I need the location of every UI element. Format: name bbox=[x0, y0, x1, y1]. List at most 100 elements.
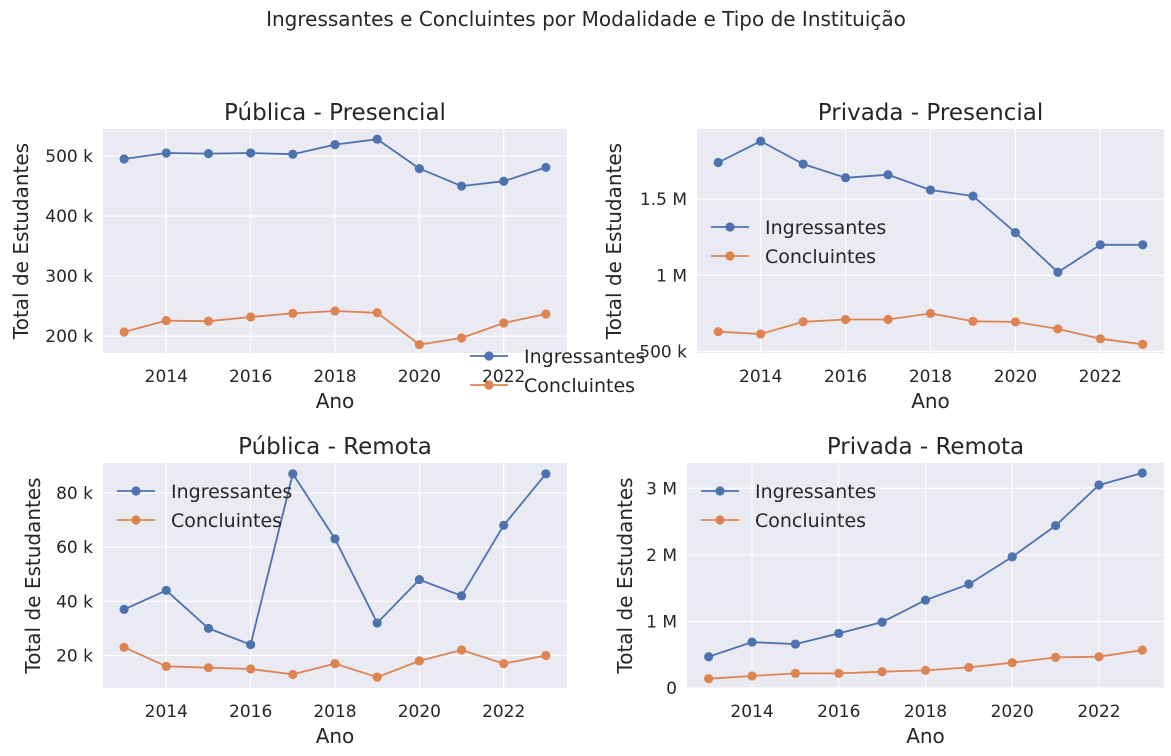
data-point-ingressantes bbox=[840, 173, 851, 183]
data-point-concluintes bbox=[288, 308, 298, 318]
y-axis-label: Total de Estudantes bbox=[602, 143, 626, 340]
data-point-ingressantes bbox=[288, 469, 298, 479]
series-ingressantes bbox=[704, 468, 1147, 662]
data-point-concluintes bbox=[1138, 339, 1148, 349]
data-point-ingressantes bbox=[747, 637, 757, 647]
y-tick-label: 1 M bbox=[646, 612, 677, 632]
data-point-concluintes bbox=[541, 650, 551, 661]
y-tick-label: 60 k bbox=[56, 538, 93, 558]
data-point-ingressantes bbox=[161, 585, 171, 596]
legend-marker bbox=[715, 486, 725, 496]
data-point-ingressantes bbox=[1095, 240, 1105, 250]
data-point-ingressantes bbox=[1010, 228, 1021, 238]
x-tick-label: 2018 bbox=[313, 702, 356, 722]
series-concluintes bbox=[119, 306, 551, 350]
data-point-ingressantes bbox=[756, 136, 766, 146]
data-point-concluintes bbox=[1095, 334, 1105, 344]
data-point-ingressantes bbox=[1007, 552, 1017, 562]
series-concluintes bbox=[119, 642, 551, 682]
legend-label: Concluintes bbox=[755, 510, 866, 532]
data-point-concluintes bbox=[790, 668, 801, 678]
y-tick-label: 80 k bbox=[56, 484, 93, 504]
y-tick-label: 400 k bbox=[45, 207, 93, 227]
data-point-ingressantes bbox=[834, 628, 844, 639]
x-tick-label: 2018 bbox=[904, 702, 947, 722]
data-point-concluintes bbox=[883, 314, 893, 325]
legend-item-ingressantes: Ingressantes bbox=[117, 481, 292, 503]
x-tick-label: 2020 bbox=[398, 702, 441, 722]
x-tick-label: 2022 bbox=[1079, 367, 1122, 387]
x-tick-label: 2020 bbox=[994, 367, 1037, 387]
data-point-ingressantes bbox=[119, 154, 129, 164]
data-point-concluintes bbox=[968, 316, 978, 326]
x-axis-label: Ano bbox=[316, 389, 355, 413]
data-point-ingressantes bbox=[704, 652, 714, 662]
data-point-concluintes bbox=[246, 664, 256, 674]
legend-item-concluintes: Concluintes bbox=[701, 510, 866, 532]
x-tick-label: 2014 bbox=[145, 702, 188, 722]
subplot-title: Pública - Presencial bbox=[224, 100, 446, 126]
subplot-title: Privada - Remota bbox=[827, 434, 1024, 460]
y-tick-label: 1.5 M bbox=[640, 190, 687, 210]
data-point-concluintes bbox=[877, 667, 887, 677]
data-point-ingressantes bbox=[798, 159, 808, 169]
data-point-concluintes bbox=[747, 671, 757, 681]
data-point-concluintes bbox=[330, 306, 340, 316]
legend-item-concluintes: Concluintes bbox=[470, 375, 635, 397]
subplot-title: Pública - Remota bbox=[238, 434, 432, 460]
legend-marker bbox=[725, 222, 735, 232]
subplot-publica-presencial: 2014 2016 2018 2020 2022 200 k 300 k 400 k 500 k… bbox=[9, 100, 645, 413]
data-point-concluintes bbox=[1010, 317, 1021, 327]
data-point-concluintes bbox=[161, 315, 171, 326]
data-point-ingressantes bbox=[246, 148, 256, 158]
y-tick-label: 3 M bbox=[646, 479, 677, 499]
data-point-concluintes bbox=[756, 329, 766, 339]
series-ingressantes bbox=[713, 136, 1148, 277]
data-point-concluintes bbox=[456, 645, 467, 655]
x-tick-label: 2016 bbox=[229, 367, 272, 387]
data-point-concluintes bbox=[1094, 652, 1104, 662]
data-point-concluintes bbox=[499, 659, 509, 669]
series-ingressantes bbox=[119, 469, 551, 650]
x-tick-label: 2020 bbox=[398, 367, 441, 387]
data-point-concluintes bbox=[1053, 324, 1063, 334]
x-tick-label: 2016 bbox=[229, 702, 272, 722]
data-point-ingressantes bbox=[414, 574, 424, 585]
legend-label: Concluintes bbox=[171, 510, 282, 532]
x-axis-label: Ano bbox=[906, 724, 945, 748]
x-tick-label: 2014 bbox=[730, 702, 773, 722]
legend-item-ingressantes: Ingressantes bbox=[701, 481, 876, 503]
data-point-concluintes bbox=[414, 339, 424, 350]
legend-marker bbox=[484, 380, 494, 390]
legend-label: Concluintes bbox=[524, 375, 635, 397]
data-point-ingressantes bbox=[713, 157, 723, 168]
legend: Ingressantes Concluintes bbox=[470, 346, 645, 397]
legend-marker bbox=[715, 515, 725, 525]
data-point-ingressantes bbox=[372, 134, 382, 144]
y-tick-label: 20 k bbox=[56, 646, 93, 666]
series-concluintes bbox=[713, 308, 1148, 349]
y-tick-label: 2 M bbox=[646, 546, 677, 566]
data-point-concluintes bbox=[925, 308, 936, 318]
subplot-privada-presencial: 2014 2016 2018 2020 2022 500 k 1 M 1.5 M Privada… bbox=[602, 100, 1164, 413]
data-point-concluintes bbox=[964, 662, 974, 672]
data-point-concluintes bbox=[704, 674, 714, 684]
y-tick-label: 500 k bbox=[45, 147, 93, 167]
subplot-title: Privada - Presencial bbox=[818, 100, 1043, 126]
data-point-ingressantes bbox=[1053, 267, 1063, 277]
data-point-concluintes bbox=[203, 316, 214, 326]
legend-item-ingressantes: Ingressantes bbox=[470, 346, 645, 368]
legend-item-ingressantes: Ingressantes bbox=[711, 217, 886, 239]
data-point-concluintes bbox=[119, 327, 129, 337]
legend-label: Ingressantes bbox=[765, 217, 886, 239]
y-tick-label: 500 k bbox=[639, 342, 687, 362]
data-point-ingressantes bbox=[790, 639, 801, 649]
data-point-concluintes bbox=[920, 665, 931, 675]
x-tick-label: 2016 bbox=[824, 367, 867, 387]
legend-marker bbox=[484, 351, 494, 361]
data-point-concluintes bbox=[1137, 645, 1147, 655]
data-point-concluintes bbox=[203, 663, 214, 673]
data-point-ingressantes bbox=[920, 595, 931, 605]
data-point-concluintes bbox=[119, 642, 129, 652]
